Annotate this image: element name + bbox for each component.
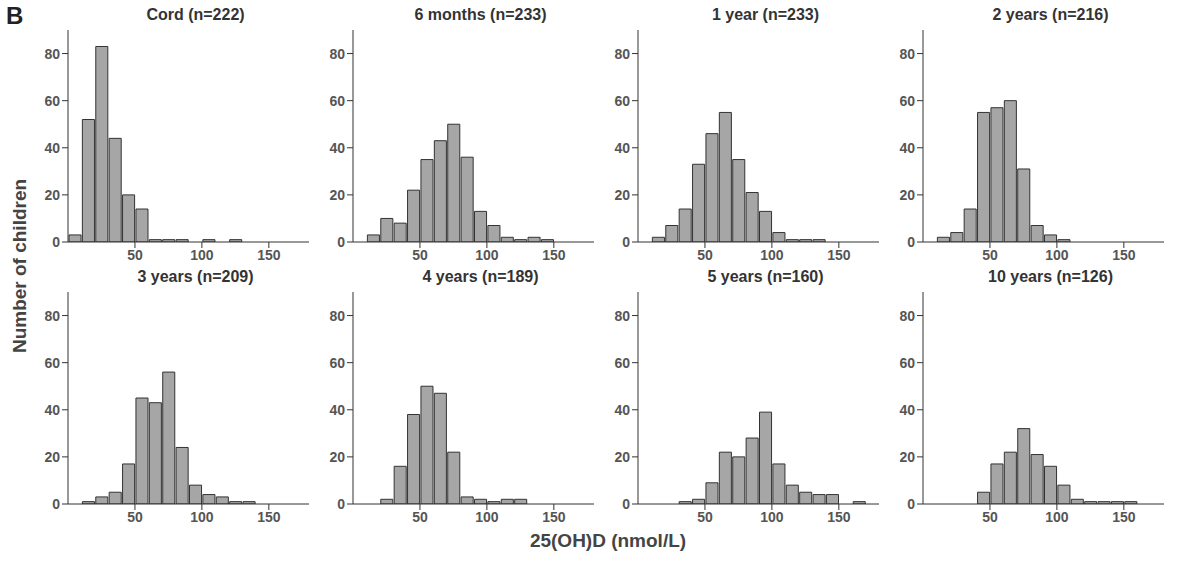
svg-text:40: 40 <box>329 402 345 418</box>
svg-text:150: 150 <box>257 247 281 263</box>
svg-text:100: 100 <box>475 247 499 263</box>
svg-text:50: 50 <box>697 509 713 525</box>
svg-text:80: 80 <box>614 46 630 62</box>
svg-text:60: 60 <box>329 93 345 109</box>
svg-text:50: 50 <box>412 509 428 525</box>
svg-text:50: 50 <box>982 509 998 525</box>
svg-text:0: 0 <box>622 496 630 512</box>
svg-text:20: 20 <box>614 187 630 203</box>
svg-text:150: 150 <box>1112 247 1136 263</box>
svg-text:0: 0 <box>52 496 60 512</box>
html-text:Cord (n=222): Cord (n=222) <box>146 6 245 23</box>
svg-text:100: 100 <box>475 509 499 525</box>
svg-text:80: 80 <box>614 308 630 324</box>
svg-text:100: 100 <box>760 509 784 525</box>
html-text:25(OH)D (nmol/L): 25(OH)D (nmol/L) <box>529 530 687 551</box>
svg-text:20: 20 <box>329 187 345 203</box>
svg-text:40: 40 <box>44 402 60 418</box>
svg-text:80: 80 <box>329 308 345 324</box>
svg-text:80: 80 <box>44 308 60 324</box>
svg-text:150: 150 <box>542 247 566 263</box>
svg-text:0: 0 <box>907 496 915 512</box>
svg-text:50: 50 <box>127 509 143 525</box>
svg-text:40: 40 <box>329 140 345 156</box>
svg-text:0: 0 <box>622 234 630 250</box>
svg-text:60: 60 <box>329 355 345 371</box>
svg-text:100: 100 <box>1045 509 1069 525</box>
svg-text:20: 20 <box>614 449 630 465</box>
svg-text:80: 80 <box>329 46 345 62</box>
svg-text:60: 60 <box>899 93 915 109</box>
svg-text:60: 60 <box>44 355 60 371</box>
svg-text:50: 50 <box>697 247 713 263</box>
svg-text:0: 0 <box>337 234 345 250</box>
html-text:10 years (n=126): 10 years (n=126) <box>988 268 1113 285</box>
svg-text:40: 40 <box>44 140 60 156</box>
svg-text:20: 20 <box>44 187 60 203</box>
svg-text:50: 50 <box>412 247 428 263</box>
svg-text:60: 60 <box>44 93 60 109</box>
svg-text:150: 150 <box>1112 509 1136 525</box>
svg-text:20: 20 <box>44 449 60 465</box>
html-text:Number of children: Number of children <box>9 178 30 354</box>
svg-text:80: 80 <box>899 46 915 62</box>
html-text:4 years (n=189): 4 years (n=189) <box>422 268 539 285</box>
svg-text:80: 80 <box>44 46 60 62</box>
svg-text:0: 0 <box>907 234 915 250</box>
svg-text:150: 150 <box>827 247 851 263</box>
svg-text:20: 20 <box>329 449 345 465</box>
svg-text:80: 80 <box>899 308 915 324</box>
svg-text:40: 40 <box>614 140 630 156</box>
html-text:3 years (n=209): 3 years (n=209) <box>137 268 254 285</box>
html-text:2 years (n=216): 2 years (n=216) <box>992 6 1109 23</box>
html-text:1 year (n=233): 1 year (n=233) <box>711 6 820 23</box>
svg-text:40: 40 <box>614 402 630 418</box>
svg-text:0: 0 <box>52 234 60 250</box>
html-text:B: B <box>6 2 24 29</box>
svg-text:50: 50 <box>982 247 998 263</box>
svg-text:100: 100 <box>190 247 214 263</box>
html-text:5 years (n=160): 5 years (n=160) <box>707 268 824 285</box>
svg-text:150: 150 <box>257 509 281 525</box>
svg-text:100: 100 <box>1045 247 1069 263</box>
svg-text:40: 40 <box>899 402 915 418</box>
svg-text:150: 150 <box>827 509 851 525</box>
svg-text:60: 60 <box>614 355 630 371</box>
svg-text:0: 0 <box>337 496 345 512</box>
svg-text:20: 20 <box>899 187 915 203</box>
svg-text:60: 60 <box>899 355 915 371</box>
svg-text:50: 50 <box>127 247 143 263</box>
svg-text:20: 20 <box>899 449 915 465</box>
svg-text:40: 40 <box>899 140 915 156</box>
html-text:6 months (n=233): 6 months (n=233) <box>414 6 547 23</box>
svg-text:60: 60 <box>614 93 630 109</box>
svg-text:150: 150 <box>542 509 566 525</box>
svg-text:100: 100 <box>760 247 784 263</box>
svg-text:100: 100 <box>190 509 214 525</box>
